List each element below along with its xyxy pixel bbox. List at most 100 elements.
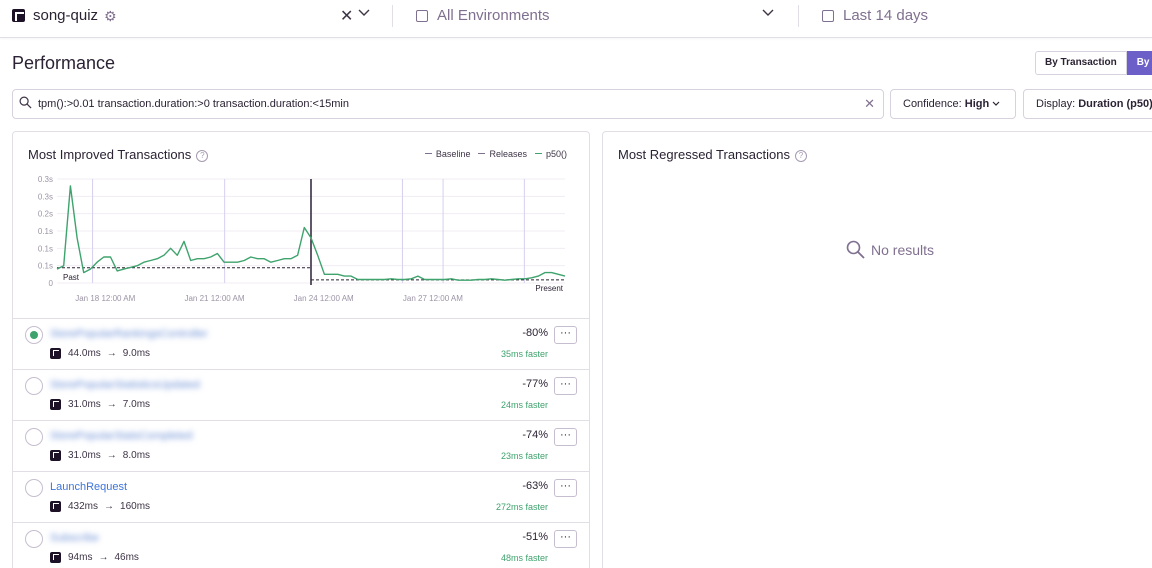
project-icon	[50, 450, 61, 461]
duration-before: 44.0ms	[68, 348, 101, 359]
more-actions-button[interactable]: ···	[554, 377, 577, 395]
panel-title-text: Most Regressed Transactions	[618, 147, 790, 162]
more-actions-button[interactable]: ···	[554, 326, 577, 344]
transaction-link[interactable]: StorePopularStatisticsUpdated	[50, 379, 200, 391]
duration-after: 8.0ms	[122, 450, 151, 461]
transaction-row[interactable]: StorePopularRankingsController 44.0ms → 9.0…	[13, 318, 589, 369]
environment-selector[interactable]: All Environments	[437, 7, 550, 24]
series-line	[56, 185, 566, 281]
duration-before: 432ms	[68, 501, 99, 512]
duration-after: 9.0ms	[122, 348, 151, 359]
panel-title: Most Regressed Transactions?	[618, 147, 807, 162]
duration-change: 31.0ms → 8.0ms	[68, 450, 150, 461]
y-tick-label: 0.1s	[38, 227, 53, 236]
legend-item[interactable]: p50()	[534, 149, 567, 159]
panel-title: Most Improved Transactions?	[28, 147, 209, 162]
duration-after: 46ms	[114, 552, 139, 563]
more-actions-button[interactable]: ···	[554, 428, 577, 446]
x-tick-label: Jan 18 12:00 AM	[75, 294, 135, 302]
arrow-right-icon: →	[106, 348, 117, 359]
project-selector[interactable]: song-quiz	[33, 7, 99, 24]
help-icon[interactable]: ?	[794, 150, 807, 162]
divider	[392, 5, 393, 27]
y-tick-label: 0.2s	[38, 210, 53, 219]
past-label: Past	[63, 273, 80, 282]
duration-before: 31.0ms	[68, 399, 101, 410]
percent-change: -63%	[522, 480, 548, 492]
row-radio[interactable]	[25, 530, 43, 548]
duration-change: 432ms → 160ms	[68, 501, 150, 512]
arrow-right-icon: →	[106, 450, 117, 461]
duration-change: 94ms → 46ms	[68, 552, 139, 563]
project-icon	[50, 501, 61, 512]
x-tick-label: Jan 24 12:00 AM	[294, 294, 354, 302]
y-tick-label: 0.3s	[38, 175, 53, 184]
top-filter-bar: song-quiz ⚙ ✕ All Environments Last 14 d…	[0, 0, 1152, 38]
view-toggle: By Transaction By Tr	[1035, 51, 1152, 75]
faster-label: 48ms faster	[500, 553, 548, 563]
calendar-icon	[822, 10, 834, 22]
date-range-selector[interactable]: Last 14 days	[843, 7, 929, 24]
most-improved-panel: Most Improved Transactions? Baseline Rel…	[12, 131, 590, 568]
chart-legend: Baseline Releases p50()	[424, 149, 567, 159]
transaction-link[interactable]: StorePopularStatsCompleted	[50, 430, 193, 442]
present-label: Present	[535, 284, 563, 293]
project-icon	[50, 348, 61, 359]
y-tick-label: 0	[49, 279, 54, 288]
display-dropdown[interactable]: Display: Duration (p50)	[1023, 89, 1152, 119]
y-tick-label: 0.1s	[38, 262, 53, 271]
transaction-link[interactable]: StorePopularRankingsController	[50, 328, 208, 340]
search-icon	[846, 240, 865, 259]
clear-project-icon[interactable]: ✕	[340, 8, 354, 25]
trend-chart: 0.3s 0.3s 0.2s 0.1s 0.1s 0.1s 0 Jan 18 12:00 AM…	[38, 175, 566, 302]
chevron-down-icon[interactable]	[358, 9, 370, 17]
faster-label: 23ms faster	[500, 451, 548, 461]
faster-label: 272ms faster	[495, 502, 548, 512]
more-actions-button[interactable]: ···	[554, 530, 577, 548]
confidence-dropdown[interactable]: Confidence: High	[890, 89, 1016, 119]
transaction-row[interactable]: Subscribe 94ms → 46ms -51% 48ms faster ···	[13, 522, 589, 568]
most-regressed-panel: Most Regressed Transactions? No results	[602, 131, 1152, 568]
transaction-row[interactable]: StorePopularStatisticsUpdated 31.0ms → 7.0m…	[13, 369, 589, 420]
duration-before: 31.0ms	[68, 450, 101, 461]
percent-change: -74%	[522, 429, 548, 441]
row-radio[interactable]	[25, 428, 43, 446]
project-icon	[50, 399, 61, 410]
chevron-down-icon[interactable]	[762, 9, 774, 17]
faster-label: 35ms faster	[500, 349, 548, 359]
duration-after: 7.0ms	[122, 399, 151, 410]
legend-item[interactable]: Releases	[478, 149, 527, 159]
row-radio[interactable]	[25, 326, 43, 344]
transaction-row[interactable]: LaunchRequest 432ms → 160ms -63% 272ms faster…	[13, 471, 589, 522]
project-icon	[12, 9, 25, 22]
row-radio[interactable]	[25, 479, 43, 497]
by-trend-button[interactable]: By Tr	[1126, 51, 1152, 75]
page-title: Performance	[12, 53, 116, 73]
help-icon[interactable]: ?	[196, 150, 209, 162]
gear-icon[interactable]: ⚙	[104, 8, 117, 24]
search-bar[interactable]: tpm():>0.01 transaction.duration:>0 tran…	[12, 89, 884, 119]
transaction-row[interactable]: StorePopularStatsCompleted 31.0ms → 8.0ms -7…	[13, 420, 589, 471]
y-tick-label: 0.3s	[38, 192, 53, 201]
transaction-link[interactable]: Subscribe	[50, 532, 99, 544]
confidence-label: Confidence:	[903, 98, 962, 110]
transaction-link[interactable]: LaunchRequest	[50, 481, 128, 493]
by-transaction-button[interactable]: By Transaction	[1035, 51, 1127, 75]
project-icon	[50, 552, 61, 563]
arrow-right-icon: →	[98, 552, 109, 563]
x-tick-label: Jan 21 12:00 AM	[184, 294, 244, 302]
duration-change: 31.0ms → 7.0ms	[68, 399, 150, 410]
panel-title-text: Most Improved Transactions	[28, 147, 192, 162]
y-tick-label: 0.1s	[38, 244, 53, 253]
percent-change: -80%	[522, 327, 548, 339]
no-results-text: No results	[871, 241, 935, 258]
legend-item[interactable]: Baseline	[424, 149, 470, 159]
percent-change: -51%	[522, 531, 548, 543]
clear-search-icon[interactable]: ✕	[864, 96, 875, 111]
search-query[interactable]: tpm():>0.01 transaction.duration:>0 tran…	[38, 98, 349, 110]
more-actions-button[interactable]: ···	[554, 479, 577, 497]
display-value: Duration (p50)	[1078, 98, 1152, 110]
chevron-down-icon	[992, 98, 1000, 110]
percent-change: -77%	[522, 378, 548, 390]
row-radio[interactable]	[25, 377, 43, 395]
